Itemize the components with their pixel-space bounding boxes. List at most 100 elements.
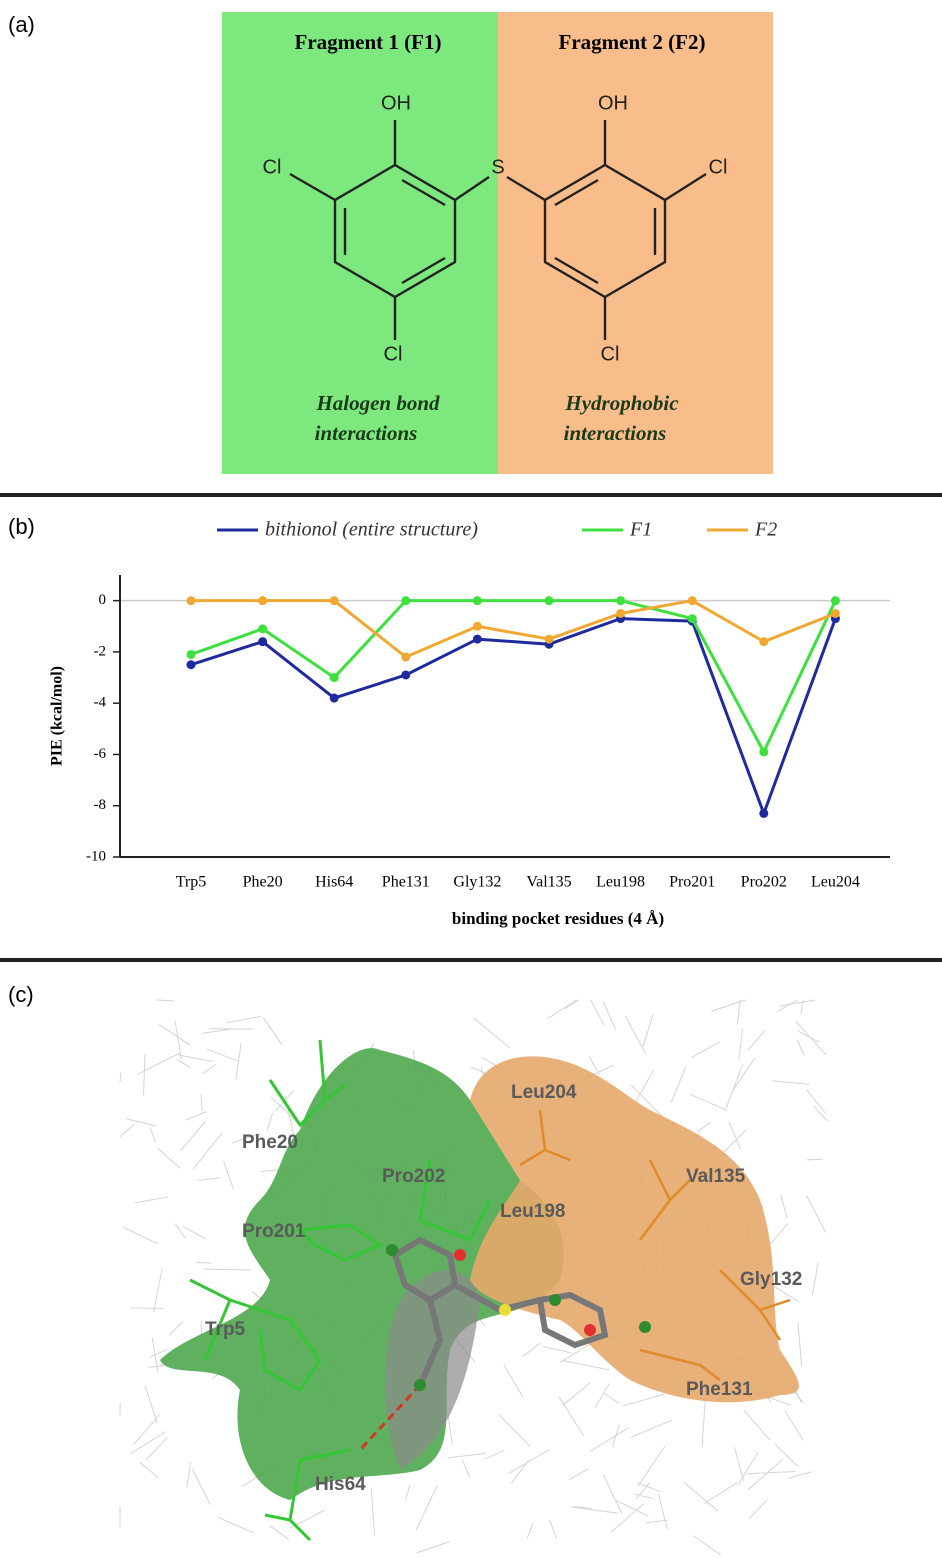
mesh-line: [562, 1382, 591, 1406]
mesh-line: [447, 1411, 453, 1445]
mesh-line: [526, 1522, 534, 1539]
y-tick-label: -8: [94, 797, 107, 813]
mesh-line: [498, 1414, 531, 1447]
mesh-line: [470, 1066, 488, 1075]
x-tick-label: Leu198: [596, 874, 645, 891]
mesh-line: [178, 1054, 213, 1062]
mesh-line: [711, 999, 746, 1012]
x-tick-label: Val135: [526, 874, 571, 891]
x-tick-label: Gly132: [453, 874, 501, 891]
mesh-line: [610, 1503, 645, 1533]
point: [401, 652, 411, 662]
mesh-line: [611, 1493, 623, 1514]
mesh-line: [416, 1541, 450, 1554]
mesh-line: [547, 999, 577, 1020]
x-tick-label: His64: [315, 874, 353, 891]
legend-label: F1: [629, 519, 652, 541]
annotation: interactions: [564, 421, 667, 445]
mesh-line: [415, 1485, 438, 1531]
mesh-line: [508, 1449, 550, 1474]
mesh-line: [570, 1505, 592, 1509]
mesh-line: [743, 1409, 771, 1441]
y-tick-label: -6: [94, 746, 107, 762]
mesh-line: [646, 1519, 668, 1524]
mesh-line: [725, 1063, 744, 1109]
point: [258, 596, 268, 606]
point: [830, 596, 840, 606]
mesh-line: [797, 1322, 803, 1367]
mesh-line: [589, 1427, 629, 1452]
mesh-line: [637, 1482, 661, 1493]
point: [186, 649, 196, 659]
mesh-line: [633, 1070, 654, 1106]
residue-label: Gly132: [740, 1269, 802, 1290]
mesh-line: [206, 1048, 238, 1062]
mesh-line: [174, 1223, 186, 1239]
ligand-shadow: [385, 1270, 480, 1470]
mesh-line: [797, 1030, 820, 1043]
mesh-line: [747, 1029, 766, 1051]
mesh-line: [795, 1020, 827, 1056]
series-line: [190, 617, 837, 818]
mesh-line: [562, 1360, 610, 1371]
point: [616, 608, 626, 618]
atom-label: S: [491, 156, 504, 178]
mesh-line: [270, 1096, 299, 1124]
mesh-line: [448, 1452, 486, 1459]
mesh-line: [158, 1023, 191, 1046]
mesh-line: [635, 1482, 651, 1500]
orange-residues: [519, 1109, 791, 1381]
oxygen: [584, 1324, 596, 1336]
residue-label: Leu198: [500, 1201, 565, 1222]
mesh-line: [119, 1072, 122, 1083]
mesh-line: [149, 1348, 168, 1358]
series-line: [190, 599, 837, 756]
mesh-line: [176, 1059, 191, 1068]
x-axis-title: binding pocket residues (4 Å): [452, 909, 664, 928]
mesh-line: [778, 999, 816, 1007]
mesh-line: [119, 1123, 135, 1138]
mesh-line: [568, 1468, 589, 1481]
point: [401, 596, 411, 606]
mesh-line: [701, 1398, 706, 1448]
mesh-line: [262, 1017, 283, 1046]
panel-label: (a): [8, 12, 35, 37]
mesh-line: [625, 1016, 647, 1055]
mesh-line: [693, 1535, 721, 1556]
legend-label: F2: [754, 519, 777, 541]
point: [759, 808, 769, 818]
plot: -10 -8 -6 -4 -2 0 Trp5 Phe20 His64 Phe131 Gly132 Va…: [86, 519, 890, 891]
mesh-line: [136, 1052, 181, 1076]
mesh-line: [284, 1094, 295, 1136]
annotation: Halogen bond: [315, 391, 440, 415]
annotation: Hydrophobic: [564, 391, 679, 415]
annotation: interactions: [315, 421, 418, 445]
residue-label: Pro201: [242, 1221, 306, 1242]
residue-label: Trp5: [205, 1319, 246, 1340]
y-tick-label: -10: [86, 848, 106, 864]
mesh-line: [780, 1195, 788, 1219]
mesh-line: [266, 1113, 274, 1132]
residue-label: Phe20: [242, 1132, 298, 1153]
mesh-line: [805, 1194, 827, 1233]
mesh-line: [736, 999, 741, 1025]
mesh-line: [405, 1484, 411, 1500]
mesh-line: [670, 1065, 687, 1103]
mesh-line: [748, 1499, 768, 1520]
mesh-line: [192, 1132, 223, 1170]
mesh-line: [143, 1053, 146, 1096]
mesh-line: [156, 999, 175, 1002]
mesh-line: [168, 1321, 184, 1336]
mesh-line: [129, 1431, 166, 1455]
y-tick-label: 0: [99, 592, 107, 608]
mesh-line: [658, 1493, 668, 1530]
orange-surface: [470, 1056, 799, 1403]
fragment-title: Fragment 2 (F2): [559, 30, 706, 54]
mesh-line: [185, 1111, 207, 1121]
atom-label: Cl: [709, 156, 728, 178]
mesh-line: [602, 1474, 615, 1498]
mesh-line: [637, 1445, 666, 1487]
mesh-line: [483, 1449, 505, 1460]
mesh-line: [588, 1055, 600, 1076]
